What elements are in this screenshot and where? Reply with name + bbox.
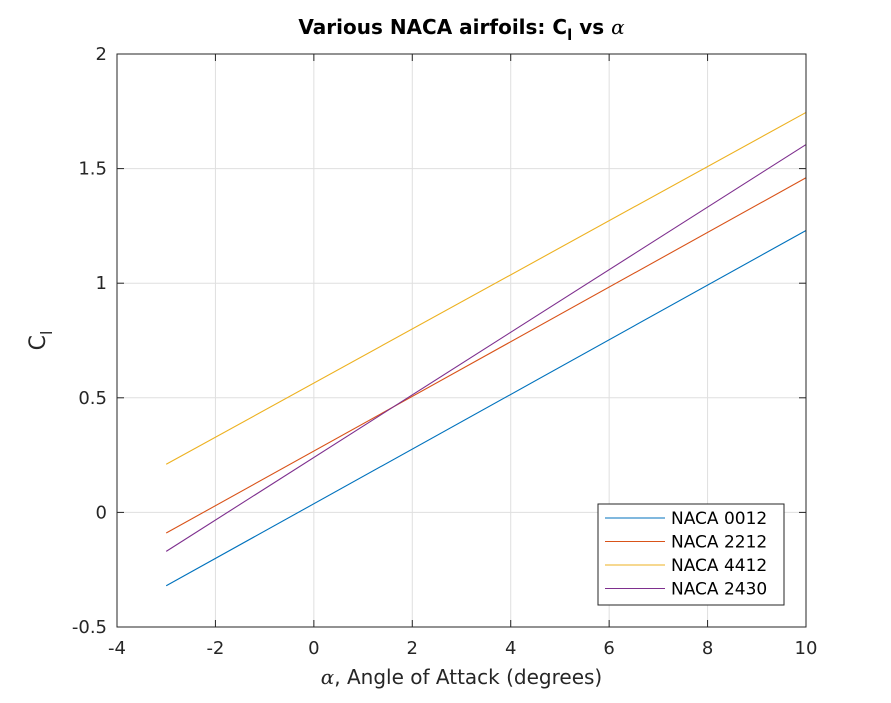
x-tick-label: -2 <box>206 638 224 659</box>
x-axis-label-greek: α <box>321 665 335 689</box>
chart-title: Various NACA airfoils: Cl vs α <box>298 15 625 44</box>
y-tick-label: 2 <box>96 44 107 65</box>
legend-label-2: NACA 2212 <box>671 533 767 553</box>
x-tick-label: 2 <box>407 638 418 659</box>
title-subscript: l <box>567 26 572 44</box>
x-tick-label: -4 <box>108 638 126 659</box>
legend-label-4: NACA 2430 <box>671 580 767 600</box>
title-suffix: vs <box>572 15 611 39</box>
series-line-2 <box>165 177 807 534</box>
legend-label-1: NACA 0012 <box>671 509 767 529</box>
series-line-3 <box>165 111 807 465</box>
axes-box <box>116 53 807 628</box>
x-axis-label-text: , Angle of Attack (degrees) <box>334 665 602 689</box>
title-main: Various NACA airfoils: C <box>298 15 567 39</box>
x-tick-label: 4 <box>505 638 516 659</box>
y-axis-label: Cl <box>26 331 56 351</box>
x-tick-label: 6 <box>603 638 614 659</box>
legend: NACA 0012 NACA 2212 NACA 4412 NACA 2430 <box>597 503 785 606</box>
series-line-4 <box>165 144 807 552</box>
series-lines <box>165 111 807 587</box>
x-tick-label: 8 <box>702 638 713 659</box>
x-tick-label: 0 <box>308 638 319 659</box>
series-line-1 <box>165 229 807 587</box>
x-tick-label: 10 <box>795 638 818 659</box>
y-tick-label: 0.5 <box>78 388 107 409</box>
y-tick-label: 1 <box>96 273 107 294</box>
y-axis-label-subscript: l <box>37 331 56 335</box>
y-tick-label: -0.5 <box>72 617 107 638</box>
title-greek: α <box>611 15 625 39</box>
x-axis-label: α, Angle of Attack (degrees) <box>321 665 602 689</box>
y-axis-label-main: C <box>26 335 51 350</box>
legend-label-3: NACA 4412 <box>671 556 767 576</box>
y-tick-label: 1.5 <box>78 159 107 180</box>
ticks: -4 -2 0 2 4 6 8 10 -0.5 0 0.5 1 1.5 2 <box>72 44 818 659</box>
y-tick-label: 0 <box>96 502 107 523</box>
